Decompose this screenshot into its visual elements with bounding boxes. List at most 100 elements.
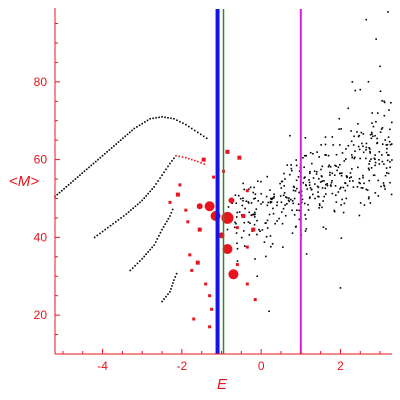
black-point <box>383 114 386 117</box>
black-point <box>234 221 236 224</box>
black-point <box>367 80 370 83</box>
black-point <box>280 187 283 189</box>
black-point <box>312 193 314 196</box>
black-point <box>295 164 298 167</box>
curve-point <box>128 131 131 134</box>
black-point <box>282 194 285 197</box>
black-point <box>308 184 311 186</box>
black-point <box>329 184 332 186</box>
black-point <box>327 154 330 157</box>
curve-point <box>193 159 196 162</box>
curve-point <box>166 220 168 223</box>
black-point <box>292 189 295 192</box>
curve-point <box>161 228 163 231</box>
black-point <box>369 148 371 150</box>
black-point <box>340 237 343 239</box>
curve-point <box>200 162 202 164</box>
black-point <box>243 221 246 224</box>
curve-point <box>203 163 206 165</box>
black-point <box>241 204 244 207</box>
curve-point <box>165 295 167 298</box>
curve-point <box>81 172 83 175</box>
black-point <box>304 214 306 216</box>
x-tick-label: 0 <box>258 359 265 373</box>
red-point <box>245 282 249 286</box>
curve-point <box>171 208 174 211</box>
curve-point <box>96 234 99 237</box>
red-point <box>212 175 216 179</box>
curve-point <box>136 126 138 128</box>
curve-point <box>122 137 124 140</box>
black-point <box>390 193 393 196</box>
black-point <box>236 260 239 262</box>
black-point <box>293 197 296 200</box>
black-point <box>273 193 275 196</box>
curve-point <box>129 269 132 272</box>
curve-point <box>107 226 109 229</box>
black-point <box>279 182 281 185</box>
black-point <box>254 193 257 196</box>
black-point <box>358 177 361 180</box>
black-point <box>266 204 269 207</box>
curve-point <box>83 170 86 173</box>
curve-point <box>106 151 108 153</box>
curve-point <box>151 188 153 190</box>
curve-point <box>161 174 163 176</box>
curve-point <box>153 244 155 246</box>
curve-point <box>99 232 101 235</box>
red-point <box>253 298 257 302</box>
black-point <box>352 180 354 182</box>
black-point <box>281 222 284 225</box>
black-point <box>374 134 376 137</box>
black-point <box>370 137 373 140</box>
black-point <box>345 158 347 160</box>
black-point <box>340 204 342 206</box>
black-point <box>335 201 338 203</box>
black-point <box>333 210 336 213</box>
red-point <box>175 192 180 197</box>
black-point <box>307 209 310 211</box>
black-point <box>324 154 326 156</box>
black-point <box>298 191 300 194</box>
black-point <box>374 154 376 156</box>
black-point <box>322 226 325 229</box>
black-point <box>340 186 342 189</box>
black-point <box>370 167 373 169</box>
black-point <box>319 181 322 183</box>
black-point <box>325 154 327 156</box>
black-point <box>256 275 258 278</box>
red-point <box>208 294 212 298</box>
curve-point <box>174 276 177 278</box>
black-point <box>340 128 342 130</box>
black-point <box>316 185 319 188</box>
black-point <box>256 219 258 222</box>
black-point <box>373 157 376 160</box>
y-axis-label: <M> <box>9 173 39 190</box>
black-point <box>271 198 273 201</box>
curve-point <box>170 117 172 120</box>
black-point <box>234 226 236 229</box>
black-point <box>298 170 301 172</box>
black-point <box>325 228 327 230</box>
curve-point <box>179 120 181 123</box>
curve-point <box>139 201 141 204</box>
curve-point <box>79 174 81 176</box>
black-point <box>315 173 318 175</box>
black-point <box>381 154 383 156</box>
black-point <box>376 137 378 140</box>
red-point <box>188 253 192 257</box>
black-point <box>309 196 311 198</box>
black-point <box>321 180 323 182</box>
black-point <box>253 186 255 189</box>
curve-point <box>93 236 96 239</box>
black-point <box>284 214 287 217</box>
black-point <box>359 182 362 185</box>
black-point <box>317 186 320 189</box>
curve-point <box>169 290 171 293</box>
black-point <box>354 156 356 159</box>
curve-point <box>165 168 167 171</box>
curve-point <box>147 192 149 195</box>
red-point <box>204 201 215 212</box>
black-point <box>378 158 380 161</box>
black-point <box>278 217 280 220</box>
